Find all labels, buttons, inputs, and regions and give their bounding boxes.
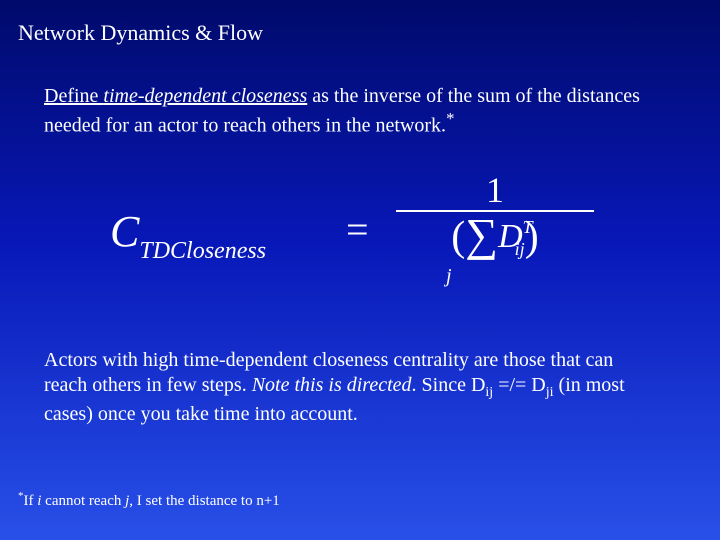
footnote: *If i cannot reach j, I set the distance… xyxy=(18,490,280,510)
d-subscript: ij xyxy=(515,239,525,259)
formula-numerator: 1 xyxy=(396,172,594,208)
footnote-text-a: If xyxy=(24,493,38,509)
formula-equals: = xyxy=(346,206,369,253)
explanation-paragraph: Actors with high time-dependent closenes… xyxy=(44,348,660,427)
footnote-text-b: cannot reach xyxy=(41,493,125,509)
paren-open: ( xyxy=(451,216,465,258)
slide-title: Network Dynamics & Flow xyxy=(18,20,263,46)
definition-term: time-dependent closeness xyxy=(103,85,307,107)
formula-symbol-c: C xyxy=(110,207,139,256)
formula-lhs: CTDCloseness xyxy=(110,206,266,257)
explanation-line2a: . Since D xyxy=(412,374,486,396)
definition-paragraph: Define time-dependent closeness as the i… xyxy=(44,84,680,139)
sigma-symbol: ∑ xyxy=(465,212,498,258)
paren-close: ) xyxy=(525,216,539,258)
formula-denominator: (∑DTij) j xyxy=(396,214,594,280)
explanation-neq: =/= D xyxy=(493,374,546,396)
formula-block: CTDCloseness = 1 (∑DTij) j xyxy=(110,168,610,298)
directed-note: Note this is directed xyxy=(252,374,412,396)
definition-prefix: Define xyxy=(44,85,103,107)
definition-asterisk: * xyxy=(446,109,454,128)
sub-ji: ji xyxy=(546,385,554,400)
sigma-index: j xyxy=(446,266,452,286)
formula-subscript-tdcloseness: TDCloseness xyxy=(139,238,266,264)
formula-rhs: 1 (∑DTij) j xyxy=(396,172,594,280)
footnote-text-c: , I set the distance to n+1 xyxy=(129,493,280,509)
d-term: DTij xyxy=(498,220,525,254)
